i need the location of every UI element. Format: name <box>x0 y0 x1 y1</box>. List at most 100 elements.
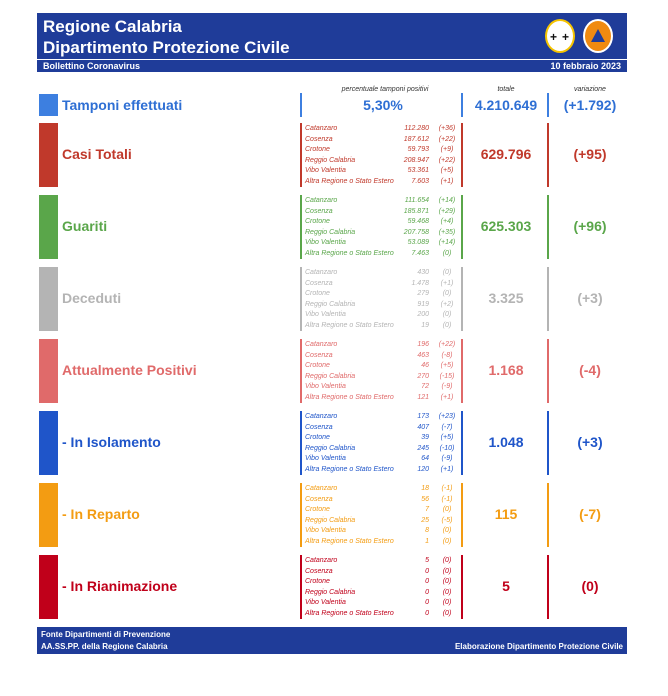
section-positivi-province-list: Catanzaro 196 (+22) Cosenza 463 (-8) Crotone 46… <box>305 340 461 402</box>
section-guariti-label: Guariti <box>62 218 108 234</box>
province-name: Altra Regione o Stato Estero <box>305 321 394 329</box>
province-value: 0 <box>425 599 429 606</box>
province-name: Cosenza <box>305 351 333 359</box>
province-delta: (-9) <box>441 383 453 390</box>
province-delta: (-9) <box>441 455 453 462</box>
subtitle-bar: Bollettino Coronavirus 10 febbraio 2023 <box>37 59 627 72</box>
section-casi-province-list: Catanzaro 112.280 (+36) Cosenza 187.612 (+22)… <box>305 124 461 186</box>
province-name: Crotone <box>305 146 330 153</box>
section-positivi-divider <box>547 339 549 403</box>
province-value: 112.280 <box>404 125 429 132</box>
section-deceduti-variation: (+3) <box>577 290 603 306</box>
province-name: Vibo Valentia <box>305 383 346 390</box>
section-positivi-swatch <box>39 339 58 403</box>
section-positivi-label: Attualmente Positivi <box>62 362 197 378</box>
province-value: 430 <box>417 269 429 276</box>
section-reparto-variation: (-7) <box>579 506 601 522</box>
province-name: Vibo Valentia <box>305 455 346 462</box>
province-name: Vibo Valentia <box>305 239 346 246</box>
province-value: 173 <box>417 413 429 420</box>
section-positivi-divider <box>461 339 463 403</box>
province-value: 245 <box>417 444 429 452</box>
province-delta: (+23) <box>438 413 456 420</box>
province-value: 59.468 <box>407 218 429 225</box>
tamponi-label: Tamponi effettuati <box>62 97 183 113</box>
section-guariti-divider <box>461 195 463 259</box>
province-name: Altra Regione o Stato Estero <box>305 249 394 257</box>
province-delta: (-1) <box>441 485 453 492</box>
province-value: 25 <box>421 516 429 524</box>
footer-source-line1: Fonte Dipartimenti di Prevenzione <box>41 630 171 639</box>
province-name: Altra Regione o Stato Estero <box>305 177 394 185</box>
province-name: Reggio Calabria <box>305 228 356 236</box>
section-positivi: Attualmente Positivi Catanzaro 196 (+22) Cos… <box>39 339 629 403</box>
section-casi-variation: (+95) <box>573 146 607 162</box>
protezione-civile-logo-icon <box>583 19 613 53</box>
section-isolamento-divider <box>461 411 463 475</box>
province-name: Crotone <box>305 506 330 513</box>
province-delta: (0) <box>442 321 452 329</box>
province-value: 1.478 <box>411 279 429 287</box>
province-name: Altra Regione o Stato Estero <box>305 393 394 401</box>
province-name: Reggio Calabria <box>305 300 356 308</box>
section-isolamento-swatch <box>39 411 58 475</box>
province-delta: (+22) <box>438 156 456 164</box>
section-deceduti-total: 3.325 <box>488 290 524 306</box>
province-name: Catanzaro <box>305 557 338 564</box>
column-header-variation: variazione <box>574 86 606 93</box>
province-name: Cosenza <box>305 279 333 287</box>
province-delta: (0) <box>442 537 452 545</box>
province-name: Vibo Valentia <box>305 167 346 174</box>
province-delta: (0) <box>442 588 452 596</box>
province-value: 111.654 <box>404 197 429 204</box>
section-deceduti-province-list: Catanzaro 430 (0) Cosenza 1.478 (+1) Crotone 27… <box>305 268 461 330</box>
section-reparto-divider <box>300 483 302 547</box>
province-delta: (+1) <box>440 177 454 185</box>
province-name: Catanzaro <box>305 485 338 492</box>
section-casi-divider <box>461 123 463 187</box>
province-delta: (0) <box>442 269 452 276</box>
province-value: 187.612 <box>403 135 429 143</box>
section-reparto-divider <box>461 483 463 547</box>
column-header-percent: percentuale tamponi positivi <box>341 86 429 93</box>
tamponi-row: Tamponi effettuati 5,30% 4.210.649 (+1.7… <box>39 93 629 117</box>
province-name: Cosenza <box>305 207 333 215</box>
section-casi-divider <box>300 123 302 187</box>
tamponi-swatch <box>39 94 58 116</box>
section-deceduti: Deceduti Catanzaro 430 (0) Cosenza 1.478 (+1) C… <box>39 267 629 331</box>
province-name: Altra Regione o Stato Estero <box>305 465 394 473</box>
province-name: Vibo Valentia <box>305 599 346 606</box>
province-name: Crotone <box>305 290 330 297</box>
province-value: 279 <box>417 290 429 297</box>
province-delta: (0) <box>442 557 452 564</box>
province-name: Crotone <box>305 434 330 441</box>
section-deceduti-divider <box>461 267 463 331</box>
province-delta: (+14) <box>438 239 456 246</box>
province-delta: (0) <box>442 578 452 585</box>
province-name: Crotone <box>305 218 330 225</box>
province-name: Reggio Calabria <box>305 588 356 596</box>
section-rianimazione-total: 5 <box>502 578 510 594</box>
province-delta: (+36) <box>438 125 456 132</box>
province-value: 18 <box>421 485 429 492</box>
province-delta: (-1) <box>441 495 453 503</box>
footer-source-line2: AA.SS.PP. della Regione Calabria <box>41 642 168 651</box>
province-delta: (+22) <box>438 135 456 143</box>
province-delta: (+22) <box>438 341 456 348</box>
province-name: Catanzaro <box>305 269 338 276</box>
province-delta: (0) <box>442 311 452 318</box>
province-value: 64 <box>421 455 429 462</box>
section-guariti-divider <box>300 195 302 259</box>
province-delta: (+1) <box>440 393 454 401</box>
province-name: Crotone <box>305 578 330 585</box>
province-value: 39 <box>421 434 429 441</box>
province-value: 407 <box>417 423 429 431</box>
province-value: 7.603 <box>411 177 429 185</box>
section-rianimazione-divider <box>461 555 463 619</box>
province-name: Cosenza <box>305 495 333 503</box>
province-name: Vibo Valentia <box>305 311 346 318</box>
bulletin-date: 10 febbraio 2023 <box>550 61 621 71</box>
province-delta: (+35) <box>438 228 456 236</box>
section-reparto-province-list: Catanzaro 18 (-1) Cosenza 56 (-1) Crotone 7 (0) R… <box>305 484 461 546</box>
province-value: 919 <box>417 300 429 308</box>
